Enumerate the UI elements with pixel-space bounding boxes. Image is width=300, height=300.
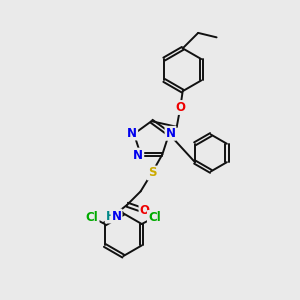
Text: N: N: [112, 209, 122, 223]
Text: O: O: [140, 204, 149, 217]
Text: O: O: [175, 101, 185, 114]
Text: S: S: [148, 167, 156, 179]
Text: N: N: [127, 127, 137, 140]
Text: Cl: Cl: [86, 211, 99, 224]
Text: Cl: Cl: [148, 211, 161, 224]
Text: H: H: [106, 209, 116, 223]
Text: N: N: [166, 127, 176, 140]
Text: N: N: [133, 148, 143, 162]
